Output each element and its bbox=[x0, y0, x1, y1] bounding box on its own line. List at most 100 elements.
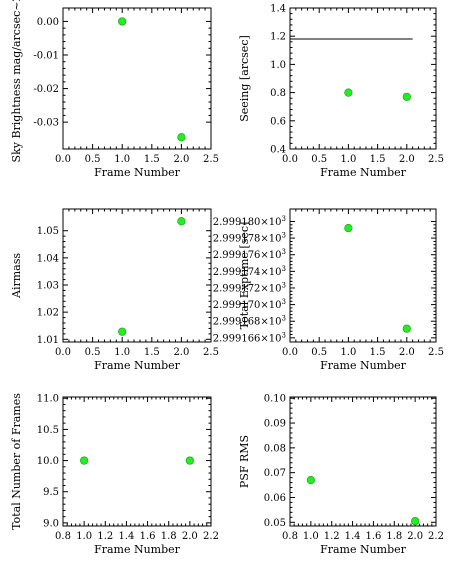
x-tick-label: 2.5 bbox=[203, 154, 219, 165]
x-tick-label: 1.6 bbox=[365, 531, 381, 542]
chart-panel-psf-rms: 0.8 1.0 1.2 1.4 1.6 1.8 2.0 2.2 0.10 0.09 0.08 0.07… bbox=[238, 394, 444, 556]
x-axis-title: Frame Number bbox=[94, 359, 181, 372]
y-tick-label: 10.5 bbox=[37, 425, 59, 436]
x-tick-label: 0.0 bbox=[282, 347, 298, 358]
x-axis-title: Frame Number bbox=[94, 543, 181, 556]
x-tick-label: 2.0 bbox=[399, 154, 415, 165]
plot-frame bbox=[289, 396, 437, 527]
y-tick-label: 1.03 bbox=[37, 281, 59, 292]
x-tick-label: 1.0 bbox=[340, 154, 356, 165]
y-tick-label: 0.8 bbox=[270, 88, 286, 99]
y-tick-label: 0.08 bbox=[264, 443, 286, 454]
x-tick-label: 1.0 bbox=[114, 347, 130, 358]
y-tick-label: 0.05 bbox=[264, 518, 286, 529]
x-tick-label: 0.5 bbox=[311, 347, 327, 358]
x-tick-label: 1.2 bbox=[97, 531, 113, 542]
x-tick-label: 1.8 bbox=[161, 531, 177, 542]
data-point bbox=[185, 456, 194, 465]
y-tick-label: 0.06 bbox=[264, 493, 286, 504]
plot-frame bbox=[62, 396, 212, 527]
y-tick-label: 2.999166×103 bbox=[213, 331, 286, 344]
data-point bbox=[411, 516, 420, 526]
plot-frame bbox=[289, 7, 437, 150]
y-tick-label: 1.4 bbox=[270, 4, 286, 15]
x-tick-label: 0.8 bbox=[55, 531, 71, 542]
data-point bbox=[344, 88, 353, 97]
data-point bbox=[80, 456, 89, 465]
y-tick-label: 2.999174×103 bbox=[213, 265, 286, 278]
y-axis-title: Sky Brightness mag/arcsec~2 bbox=[10, 0, 23, 162]
x-tick-label: 1.0 bbox=[303, 531, 319, 542]
y-axis-title: Seeing [arcsec] bbox=[238, 35, 251, 122]
y-tick-label: 2.999180×103 bbox=[213, 215, 286, 228]
y-tick-label: -0.02 bbox=[33, 84, 59, 95]
y-tick-label: -0.01 bbox=[33, 51, 59, 62]
x-tick-label: 0.5 bbox=[85, 154, 101, 165]
plot-frame bbox=[62, 208, 212, 343]
x-tick-label: 0.0 bbox=[55, 347, 71, 358]
y-tick-label: 11.0 bbox=[37, 394, 59, 405]
y-axis-title: Total Exptime [sec] bbox=[238, 222, 251, 330]
x-axis-title: Frame Number bbox=[320, 166, 407, 179]
x-axis-title: Frame Number bbox=[320, 543, 407, 556]
plot-frame bbox=[62, 7, 212, 150]
data-point bbox=[118, 17, 127, 26]
y-tick-label: 2.999176×103 bbox=[213, 248, 286, 261]
chart-panel-airmass: 0.0 0.5 1.0 1.5 2.0 2.5 1.05 1.04 1.03 1.02 1.01 Fr… bbox=[10, 208, 219, 372]
y-tick-label: 2.999172×103 bbox=[213, 281, 286, 294]
y-tick-label: 1.04 bbox=[37, 253, 59, 264]
data-point bbox=[177, 133, 186, 142]
data-point bbox=[402, 92, 411, 101]
x-tick-label: 1.2 bbox=[324, 531, 340, 542]
x-tick-label: 2.5 bbox=[203, 347, 219, 358]
y-tick-label: 2.999170×103 bbox=[213, 298, 286, 311]
plot-frame bbox=[289, 208, 437, 343]
x-tick-label: 1.5 bbox=[144, 347, 160, 358]
x-tick-label: 1.6 bbox=[140, 531, 156, 542]
x-tick-label: 1.8 bbox=[386, 531, 402, 542]
x-tick-label: 1.0 bbox=[114, 154, 130, 165]
y-tick-label: 0.6 bbox=[270, 116, 286, 127]
y-tick-label: 0.4 bbox=[270, 145, 286, 156]
x-tick-label: 1.5 bbox=[370, 154, 386, 165]
x-tick-label: 1.0 bbox=[340, 347, 356, 358]
y-tick-label: 1.02 bbox=[37, 308, 59, 319]
data-point bbox=[306, 476, 315, 485]
y-axis-title: Airmass bbox=[10, 253, 23, 299]
x-tick-label: 0.0 bbox=[55, 154, 71, 165]
y-tick-label: 1.2 bbox=[270, 32, 286, 43]
x-tick-label: 2.0 bbox=[173, 347, 189, 358]
y-tick-label: 0.10 bbox=[264, 394, 286, 405]
data-point bbox=[177, 217, 186, 226]
x-tick-label: 1.5 bbox=[370, 347, 386, 358]
x-tick-label: 0.5 bbox=[311, 154, 327, 165]
x-tick-label: 0.5 bbox=[85, 347, 101, 358]
y-tick-label: 1.01 bbox=[37, 335, 59, 346]
x-axis-title: Frame Number bbox=[320, 359, 407, 372]
x-tick-label: 1.5 bbox=[144, 154, 160, 165]
x-tick-label: 0.0 bbox=[282, 154, 298, 165]
y-axis-title: PSF RMS bbox=[238, 435, 251, 488]
y-tick-label: 0.00 bbox=[37, 17, 59, 28]
y-tick-label: 1.0 bbox=[270, 60, 286, 71]
x-tick-label: 1.4 bbox=[345, 531, 361, 542]
x-axis-title: Frame Number bbox=[94, 166, 181, 179]
chart-panel-total-exptime: 0.0 0.5 1.0 1.5 2.0 2.5 2.999180×103 2.999178×1… bbox=[213, 208, 444, 372]
x-tick-label: 2.2 bbox=[203, 531, 219, 542]
y-tick-label: 1.05 bbox=[37, 226, 59, 237]
data-point bbox=[118, 327, 127, 336]
y-tick-label: 0.09 bbox=[264, 419, 286, 430]
x-tick-label: 2.5 bbox=[428, 154, 444, 165]
y-tick-label: 0.07 bbox=[264, 468, 286, 479]
y-tick-label: 9.5 bbox=[43, 487, 59, 498]
x-tick-label: 0.8 bbox=[282, 531, 298, 542]
x-tick-label: 2.0 bbox=[182, 531, 198, 542]
y-tick-label: 2.999178×103 bbox=[213, 232, 286, 245]
x-tick-label: 1.0 bbox=[76, 531, 92, 542]
chart-panel-total-frames: 0.8 1.0 1.2 1.4 1.6 1.8 2.0 2.2 11.0 10.5 10.0 9.5 9… bbox=[10, 393, 219, 556]
y-axis-title: Total Number of Frames bbox=[10, 393, 23, 530]
x-tick-label: 2.2 bbox=[428, 531, 444, 542]
y-tick-label: 2.999168×103 bbox=[213, 315, 286, 328]
x-tick-label: 2.0 bbox=[399, 347, 415, 358]
